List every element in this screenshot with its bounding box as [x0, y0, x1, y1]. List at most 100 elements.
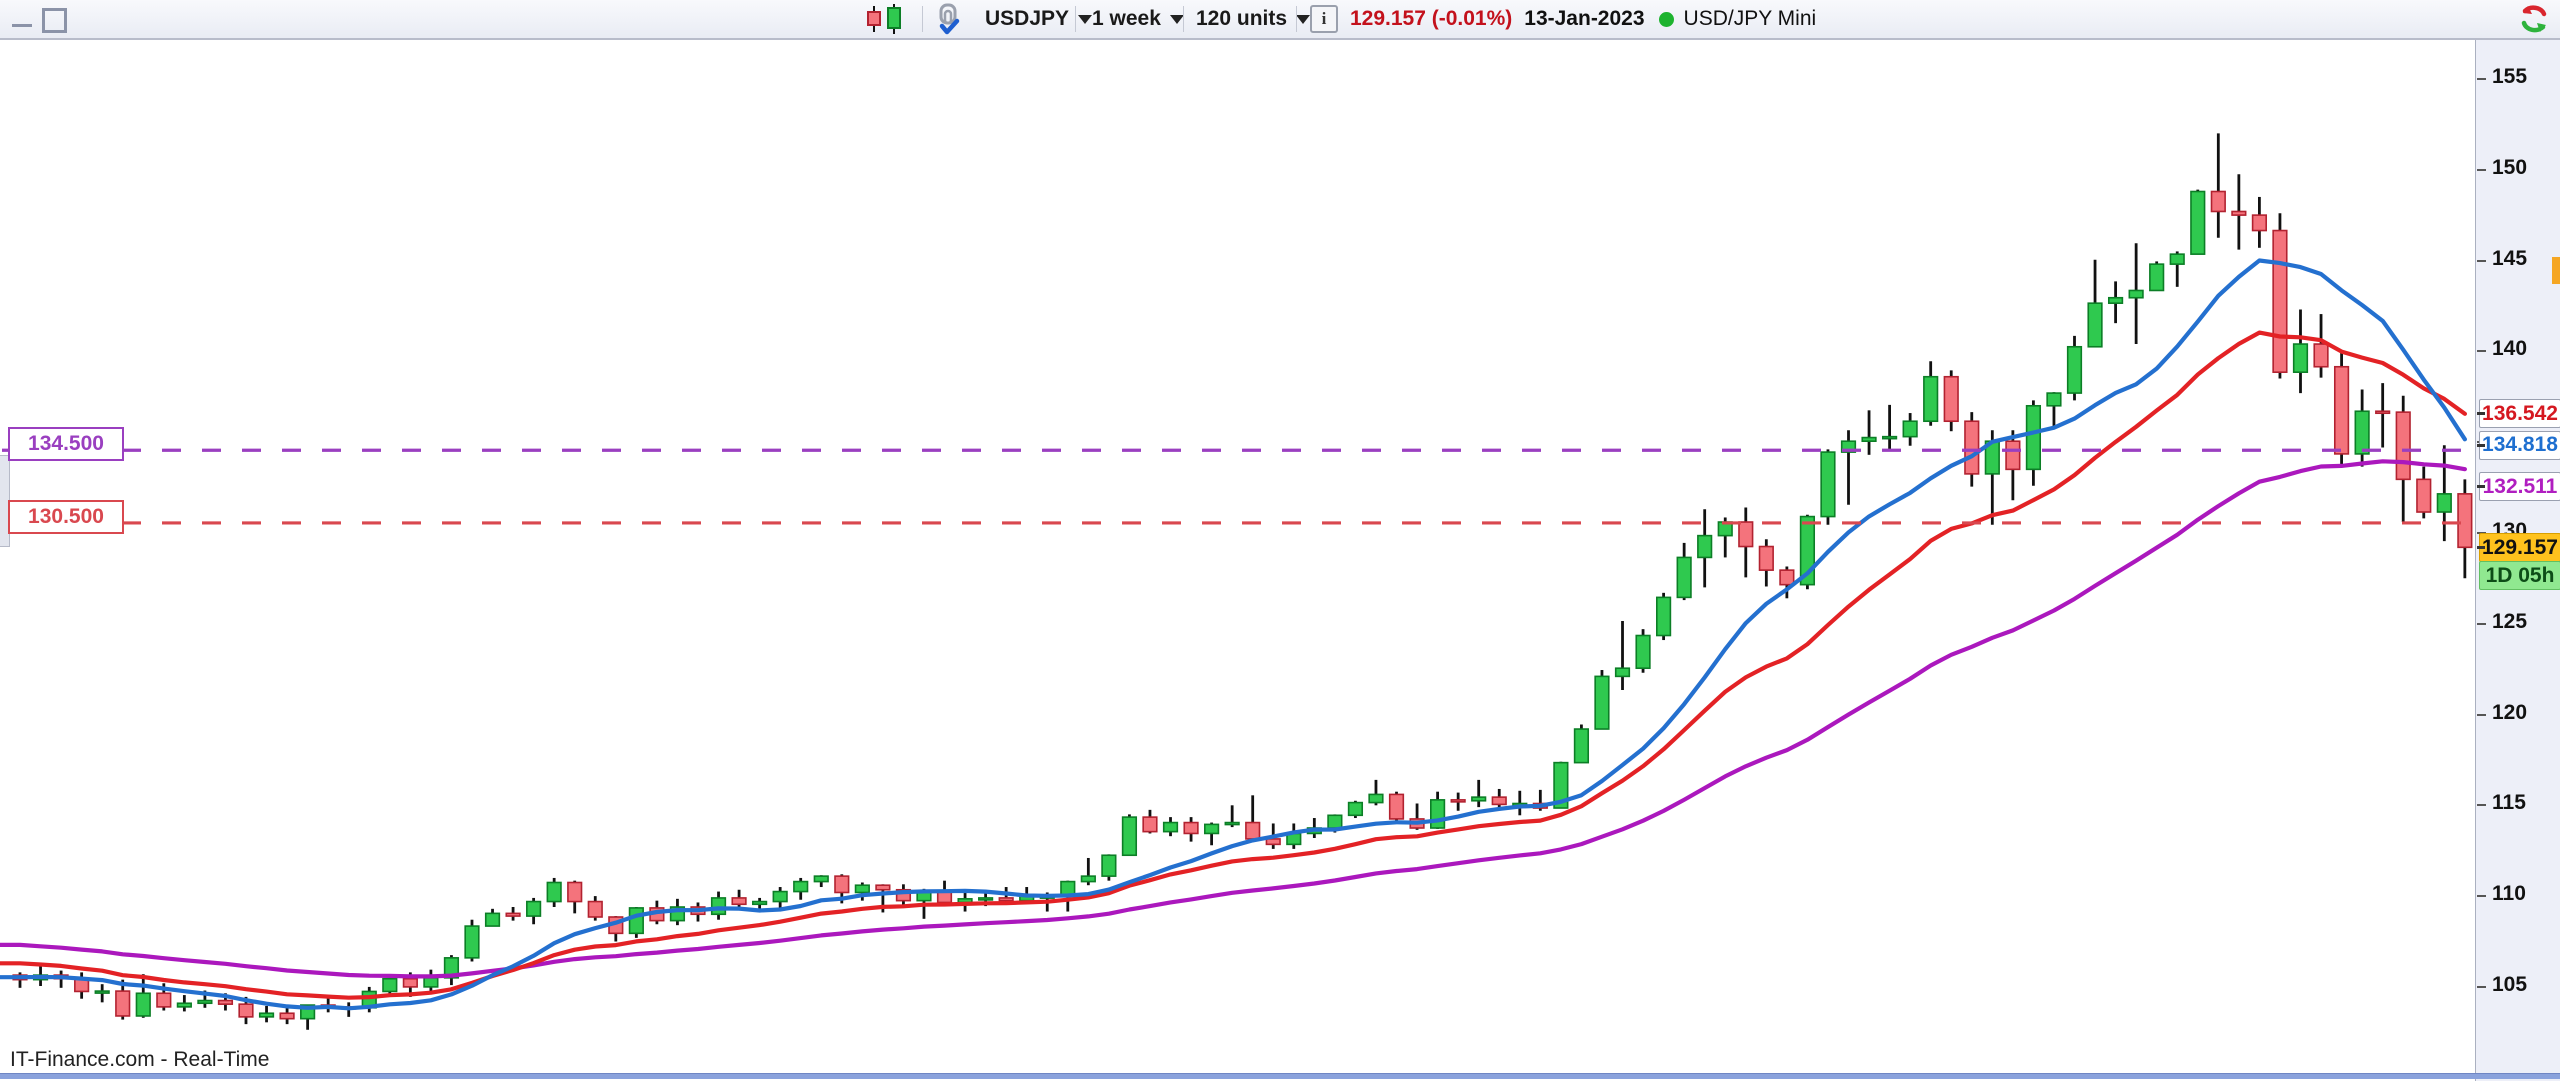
axis-alert-marker — [2552, 257, 2560, 284]
candle-body — [2025, 404, 2042, 471]
candle-body — [2395, 411, 2411, 481]
toolbar-separator — [1075, 6, 1076, 32]
candle-body — [875, 884, 891, 891]
candle-body — [2251, 214, 2268, 232]
candle-body — [1881, 435, 1898, 440]
level-price-label[interactable]: 130.500 — [8, 499, 124, 534]
candle-body — [1101, 854, 1117, 877]
candle-body — [1573, 728, 1590, 764]
tick-mark — [2477, 350, 2486, 353]
tick-mark — [2477, 546, 2485, 550]
candle-body — [1142, 816, 1158, 833]
candle-body — [978, 897, 994, 901]
candle-body — [1779, 569, 1795, 586]
toolbar-separator — [1183, 6, 1184, 32]
candle-body — [526, 900, 542, 917]
info-button[interactable]: i — [1310, 0, 1338, 38]
tick-label: 140 — [2492, 337, 2528, 361]
candle-body — [2190, 190, 2206, 255]
price-chip-ma-purple: 132.511 — [2477, 472, 2560, 502]
horizontal-scrollbar[interactable] — [0, 1073, 2560, 1079]
restore-window-icon[interactable] — [42, 8, 67, 33]
toolbar-separator — [922, 6, 923, 32]
candle-body — [2375, 410, 2391, 415]
refresh-icon — [2521, 5, 2547, 33]
candle-body — [1368, 793, 1384, 804]
candle-body — [2087, 302, 2103, 348]
candle-body — [197, 999, 213, 1005]
candle-body — [587, 900, 603, 918]
quote-date: 13-Jan-2023 — [1524, 7, 1645, 30]
tick-label: 105 — [2492, 973, 2528, 996]
quote-readout: 129.157 (-0.01%) 13-Jan-2023 USD/JPY Min… — [1350, 0, 1816, 38]
tick-mark — [2477, 443, 2485, 447]
symbol-label: USDJPY — [985, 7, 1070, 30]
candle-body — [1553, 761, 1569, 809]
refresh-button[interactable] — [2516, 0, 2552, 38]
tick-mark — [2477, 412, 2485, 416]
candle-body — [1388, 793, 1405, 820]
candle-body — [1450, 799, 1466, 803]
candle-body — [1183, 821, 1199, 835]
info-icon: i — [1310, 5, 1338, 33]
tick-mark — [2477, 622, 2486, 625]
tick-label: 125 — [2492, 609, 2528, 633]
data-provider-attribution: IT-Finance.com - Real-Time — [10, 1048, 270, 1071]
candle-body — [1902, 420, 1918, 438]
minimize-icon[interactable] — [12, 24, 32, 27]
candle-body — [2292, 343, 2309, 373]
candle-body — [1327, 814, 1343, 829]
tick-label: 110 — [2492, 882, 2526, 906]
market-open-status-icon — [1658, 11, 1674, 27]
candle-body — [176, 1002, 192, 1008]
tick-mark — [2477, 78, 2486, 80]
last-price-and-change: 129.157 (-0.01%) — [1350, 7, 1513, 30]
units-selector[interactable]: 120 units — [1196, 0, 1311, 38]
candle-body — [854, 884, 870, 894]
candle-body — [2416, 478, 2432, 513]
toolbar-separator — [1296, 6, 1297, 32]
candle-body — [2354, 410, 2370, 455]
toolbar: USDJPY 1 week 120 units i 129.157 (-0.01… — [0, 0, 2560, 40]
tick-mark — [2477, 895, 2486, 898]
chevron-down-icon — [1296, 14, 1311, 24]
tick-mark — [2477, 168, 2486, 171]
candle-body — [2313, 343, 2329, 368]
symbol-selector[interactable]: USDJPY — [985, 0, 1093, 38]
level-price-label[interactable]: 134.500 — [8, 427, 124, 462]
candle-body — [238, 1003, 254, 1018]
candle-body — [2457, 493, 2473, 549]
candle-body — [484, 912, 501, 927]
tick-mark — [2477, 485, 2485, 489]
link-data-button[interactable] — [932, 0, 966, 38]
candle-body — [834, 875, 850, 894]
tick-label: 150 — [2492, 155, 2528, 179]
candle-body — [1204, 823, 1220, 835]
candle-body — [1430, 799, 1446, 829]
candle-body — [217, 999, 234, 1005]
candle-body — [1964, 420, 1980, 475]
candle-body — [546, 881, 562, 903]
candle-body — [1676, 556, 1692, 599]
candle-body — [2005, 440, 2021, 471]
candle-body — [443, 957, 460, 979]
candle-body — [464, 925, 480, 959]
candle-body — [1861, 436, 1877, 442]
chart-type-button[interactable] — [866, 0, 908, 38]
candle-body — [1840, 440, 1857, 453]
candle-body — [1162, 821, 1179, 833]
candle-body — [1635, 634, 1651, 670]
price-axis[interactable]: 155150145140135130125120115110105136.542… — [2475, 38, 2560, 1081]
tick-mark — [2477, 259, 2486, 262]
candle-body — [2107, 296, 2124, 304]
candle-body — [1121, 816, 1138, 857]
timeframe-selector[interactable]: 1 week — [1092, 0, 1184, 38]
candle-body — [1738, 521, 1754, 548]
candle-body — [1656, 596, 1672, 637]
candle-body — [1471, 796, 1487, 802]
candle-body — [2210, 190, 2226, 213]
candle-body — [423, 977, 439, 988]
candle-body — [1758, 545, 1774, 571]
